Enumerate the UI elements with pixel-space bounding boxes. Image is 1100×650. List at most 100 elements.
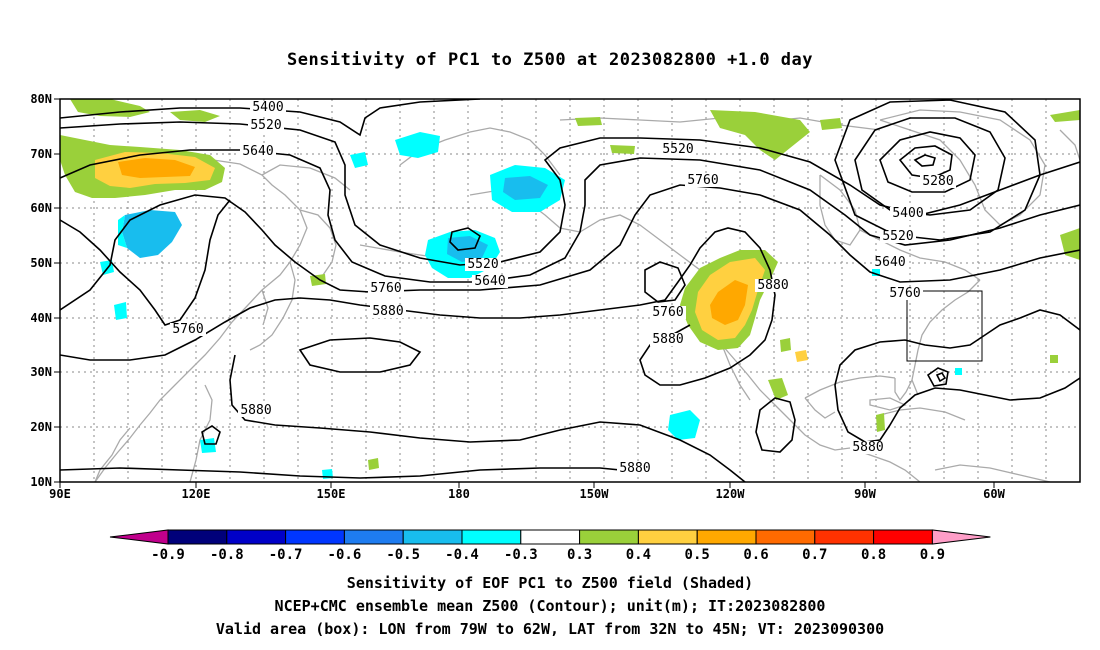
lat-label: 70N	[30, 147, 52, 161]
lat-label: 60N	[30, 201, 52, 215]
contour-label: 5520	[467, 257, 498, 272]
colorbar-swatch	[402, 529, 463, 545]
coastline-caribbean	[879, 407, 966, 421]
contour-label: 5760	[172, 322, 203, 337]
caption-line-3: Valid area (box): LON from 79W to 62W, L…	[215, 620, 885, 638]
contour-label-bg	[370, 305, 406, 318]
colorbar-swatch	[873, 529, 933, 545]
contour-label-bg	[650, 306, 686, 319]
contour-label-bg	[472, 275, 508, 288]
contour-label: 5880	[240, 403, 271, 418]
contour-label-bg	[920, 175, 956, 188]
z500-contours	[60, 99, 1080, 482]
contour-label-bg	[872, 256, 908, 269]
coastline-south-america	[934, 464, 1051, 482]
lon-label: 150W	[580, 487, 610, 501]
colorbar-swatch	[520, 529, 581, 545]
shade-negative-asia-small-2	[114, 302, 127, 320]
contour-label-bg	[170, 323, 206, 336]
contour-label-bg	[890, 207, 926, 220]
colorbar-swatch	[167, 529, 228, 545]
contour-label: 5760	[687, 173, 718, 188]
colorbar-swatch	[637, 529, 698, 545]
lat-label: 20N	[30, 420, 52, 434]
shade-positive-small-east	[1050, 355, 1058, 363]
colorbar-label: -0.9	[151, 547, 185, 563]
colorbar-swatch	[461, 529, 522, 545]
coastline-mexico	[721, 344, 851, 451]
contour-label-bg	[248, 119, 284, 132]
lat-label: 10N	[30, 475, 52, 489]
colorbar-swatch	[579, 529, 639, 545]
contour-5880-f	[60, 467, 641, 479]
contour-label-bg	[887, 287, 923, 300]
lat-label: 40N	[30, 311, 52, 325]
contour-label-bg	[660, 143, 696, 156]
colorbar-label: 0.3	[567, 547, 592, 563]
shade-negative-bering-2	[350, 152, 368, 168]
contour-ring-greenland-2	[879, 131, 976, 193]
colorbar-label: 0.5	[685, 547, 710, 563]
colorbar-arrow-right	[931, 529, 991, 545]
contour-5760-west	[644, 261, 686, 303]
lat-label: 80N	[30, 92, 52, 106]
contour-label: 5400	[892, 206, 923, 221]
chart-title: Sensitivity of PC1 to Z500 at 2023082800…	[286, 50, 813, 70]
colorbar-swatch	[696, 529, 757, 545]
contour-5760-a	[60, 184, 1080, 311]
contour-5520-north	[60, 121, 1080, 266]
contour-label: 5520	[882, 229, 913, 244]
contour-label: 5760	[652, 305, 683, 320]
contour-label: 5520	[250, 118, 281, 133]
shade-negative-alaska-core	[503, 176, 548, 200]
coastline-kamchatka	[299, 209, 337, 276]
contour-label: 5640	[474, 274, 505, 289]
coastline-us-east	[911, 279, 981, 396]
colorbar-label: -0.3	[504, 547, 538, 563]
coastline-gulf	[804, 375, 896, 399]
shade-positive-east-edge	[1060, 228, 1080, 260]
contour-label: 5880	[757, 278, 788, 293]
contour-small-ring-asia	[201, 425, 221, 445]
colorbar-swatch	[755, 529, 816, 545]
contour-label-bg	[617, 462, 653, 475]
shade-negative-asia	[122, 210, 182, 258]
shade-negative-asia-edge	[118, 215, 127, 248]
lon-label: 150E	[317, 487, 346, 501]
contour-ring-greenland-1	[898, 145, 953, 179]
contour-label: 5880	[852, 440, 883, 455]
shade-positive-top-left	[70, 99, 150, 117]
coastline-florida	[894, 378, 913, 402]
lon-label: 90E	[49, 487, 71, 501]
coastline-baja	[721, 344, 751, 401]
caption-line-2: NCEP+CMC ensemble mean Z500 (Contour); u…	[274, 597, 826, 615]
shade-positive-small-1	[310, 274, 326, 286]
contour-label: 5400	[252, 100, 283, 115]
colorbar-swatch	[226, 529, 287, 545]
coastline-sea-of-okhotsk	[261, 164, 351, 191]
contour-label: 5760	[370, 281, 401, 296]
coastline-greenland	[879, 109, 1046, 226]
colorbar-label: -0.4	[445, 547, 479, 563]
contour-label-bg	[465, 258, 501, 271]
contour-label-bg	[250, 101, 286, 114]
lon-label: 60W	[983, 487, 1005, 501]
contour-label: 5520	[662, 142, 693, 157]
shade-positive-arctic-4	[820, 118, 842, 130]
colorbar-swatch	[814, 529, 875, 545]
colorbar-arrow-left	[109, 529, 169, 545]
colorbar-label: 0.7	[802, 547, 827, 563]
shade-negative-bering	[395, 132, 440, 158]
colorbar-label: 0.4	[626, 547, 651, 563]
coastline-japan	[249, 261, 296, 351]
contour-5880-e	[834, 309, 1080, 443]
shade-positive-arctic-2	[610, 145, 635, 154]
colorbar-label: -0.6	[328, 547, 362, 563]
shade-positive-top-left-2	[170, 110, 220, 122]
shade-negative-small-east	[955, 368, 962, 375]
shade-positive-arctic-3	[710, 110, 810, 160]
latitude-labels: 80N 70N 60N 50N 40N 30N 20N 10N	[30, 92, 52, 489]
contour-label-bg	[650, 333, 686, 346]
contour-label-bg	[238, 404, 274, 417]
contour-5880-d	[755, 397, 796, 453]
